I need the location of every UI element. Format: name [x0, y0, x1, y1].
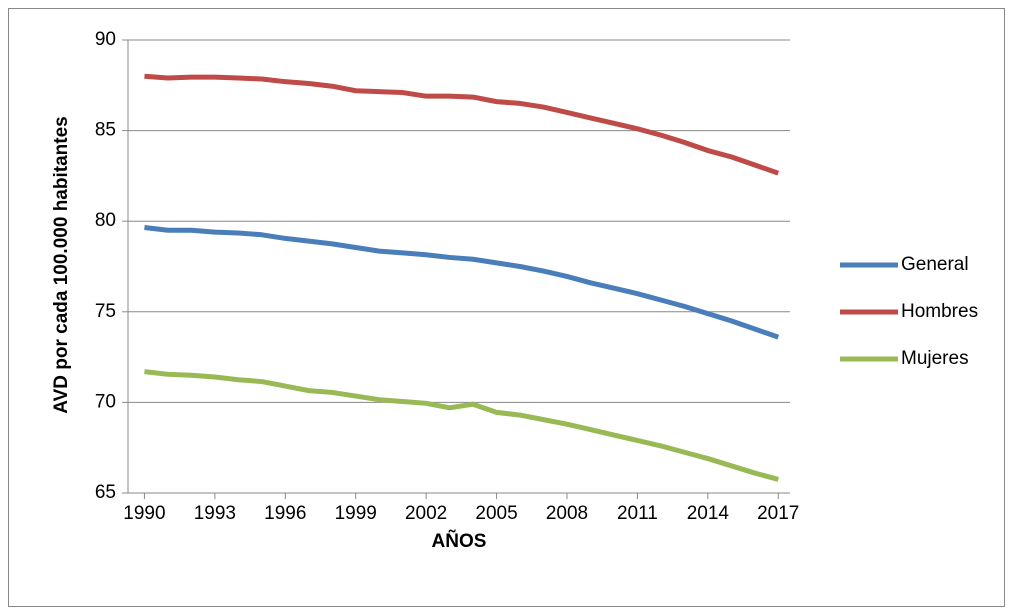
y-tick-label: 90 [95, 29, 116, 50]
x-axis-label: AÑOS [432, 530, 487, 552]
legend-label: Mujeres [901, 348, 969, 369]
y-tick-label: 75 [95, 301, 116, 322]
legend-label: General [901, 254, 969, 275]
legend-label: Hombres [901, 301, 978, 322]
y-tick-label: 70 [95, 391, 116, 412]
x-tick-label: 2005 [475, 503, 517, 524]
x-tick-label: 1999 [335, 503, 377, 524]
x-tick-label: 1993 [194, 503, 236, 524]
x-tick-label: 2002 [405, 503, 447, 524]
series-line [144, 73, 780, 176]
y-tick-label: 85 [95, 120, 116, 141]
x-tick-label: 1990 [123, 503, 165, 524]
y-tick-label: 80 [95, 210, 116, 231]
x-tick-label: 2011 [617, 503, 658, 524]
x-tick-label: 2017 [757, 503, 799, 524]
y-tick-label: 65 [95, 482, 116, 503]
series-line [144, 369, 779, 482]
x-tick-label: 2008 [546, 503, 588, 524]
chart-frame [8, 8, 1005, 607]
series-line [144, 225, 780, 340]
x-tick-label: 2014 [687, 503, 730, 524]
x-tick-label: 1996 [264, 503, 306, 524]
y-axis-label: AVD por cada 100.000 habitantes [51, 116, 72, 413]
